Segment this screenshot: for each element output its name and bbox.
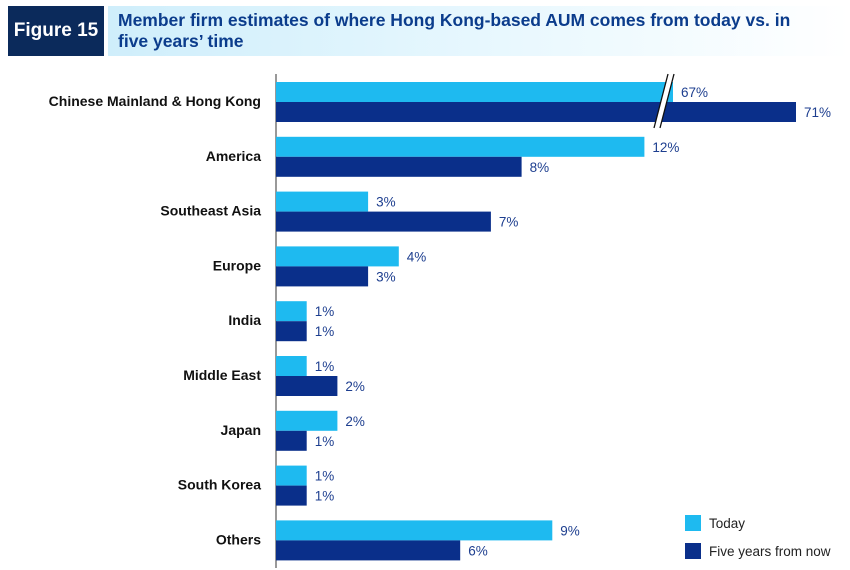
legend-swatch-today (685, 515, 701, 531)
bar-today (276, 301, 307, 322)
title-band: Member firm estimates of where Hong Kong… (108, 6, 850, 56)
data-label-today: 3% (376, 195, 396, 210)
bar-five-years (276, 430, 307, 451)
category-label: Japan (221, 422, 261, 438)
data-label-today: 1% (315, 469, 335, 484)
data-label-today: 2% (345, 414, 365, 429)
category-label: Europe (213, 257, 261, 273)
legend-label-today: Today (709, 516, 745, 531)
data-label-today: 9% (560, 523, 580, 538)
figure-header: Figure 15 Member firm estimates of where… (0, 0, 850, 58)
bar-five-years (276, 156, 522, 177)
data-label-five-years: 1% (315, 489, 335, 504)
bar-today (276, 465, 307, 486)
data-label-five-years: 7% (499, 215, 519, 230)
bar-five-years (276, 266, 369, 287)
chart-title: Member firm estimates of where Hong Kong… (118, 10, 791, 51)
data-label-today: 4% (407, 249, 427, 264)
data-label-today: 1% (315, 359, 335, 374)
bar-five-years (276, 102, 796, 122)
bar-today (276, 246, 399, 267)
bar-today (276, 520, 553, 541)
data-label-today: 67% (681, 85, 708, 100)
data-label-five-years: 6% (468, 543, 488, 558)
bar-today (276, 356, 307, 376)
bar-five-years (276, 485, 307, 506)
bar-five-years (276, 321, 307, 342)
category-label: America (206, 148, 261, 164)
category-label: Others (216, 531, 261, 547)
data-label-five-years: 1% (315, 324, 335, 339)
category-label: Southeast Asia (160, 203, 261, 219)
category-label: India (228, 312, 261, 328)
data-label-five-years: 71% (804, 105, 831, 120)
bar-today (276, 82, 673, 102)
bar-five-years (276, 376, 338, 396)
figure-number-badge: Figure 15 (8, 6, 104, 56)
bar-today (276, 191, 369, 212)
bar-today (276, 136, 645, 157)
axis-break-line (659, 73, 675, 129)
category-label: Chinese Mainland & Hong Kong (49, 93, 261, 109)
bar-five-years (276, 211, 491, 232)
axis-break-gap (654, 74, 674, 128)
data-label-today: 1% (315, 304, 335, 319)
data-label-five-years: 3% (376, 269, 396, 284)
legend-swatch-five-years (685, 543, 701, 559)
data-label-today: 12% (652, 140, 679, 155)
category-label: Middle East (183, 367, 261, 383)
legend-label-five-years: Five years from now (709, 544, 831, 559)
axis-break-line (653, 73, 669, 129)
data-label-five-years: 2% (345, 379, 365, 394)
data-label-five-years: 1% (315, 434, 335, 449)
category-label: South Korea (178, 477, 261, 493)
bar-five-years (276, 540, 461, 561)
bar-today (276, 410, 338, 431)
data-label-five-years: 8% (530, 160, 550, 175)
